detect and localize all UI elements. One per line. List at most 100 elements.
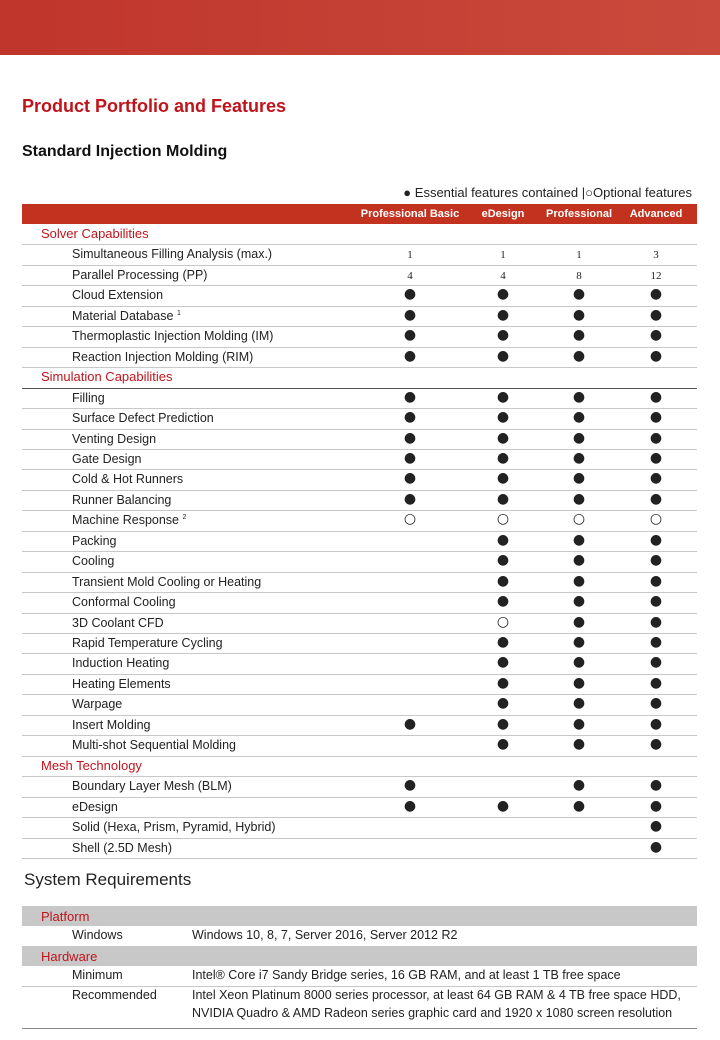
- section-title: Solver Capabilities: [41, 226, 149, 241]
- row-label: Packing: [72, 534, 116, 548]
- feature-symbol: ●: [403, 429, 417, 446]
- row-text: Windows 10, 8, 7, Server 2016, Server 20…: [192, 928, 458, 942]
- feature-symbol: ●: [403, 327, 417, 344]
- feature-symbol: ○: [496, 613, 510, 630]
- label-text: Cooling: [72, 554, 115, 569]
- row-label: Solid (Hexa, Prism, Pyramid, Hybrid): [72, 820, 276, 834]
- section-title: Simulation Capabilities: [41, 369, 173, 385]
- feature-symbol: ●: [496, 306, 510, 323]
- feature-symbol: ●: [649, 715, 663, 732]
- label-text: Warpage: [72, 697, 123, 712]
- rule: [22, 367, 697, 369]
- feature-symbol: ●: [572, 695, 586, 712]
- feature-symbol: ●: [649, 490, 663, 507]
- feature-symbol: ●: [403, 409, 417, 426]
- table-header: Professional Basic eDesign Professional Adv…: [22, 204, 697, 224]
- feature-symbol: ●: [496, 327, 510, 344]
- feature-symbol: ●: [572, 613, 586, 630]
- label-text: Cloud Extension: [72, 288, 164, 303]
- row-label: Simultaneous Filling Analysis (max.): [72, 247, 272, 261]
- rule: [22, 530, 697, 532]
- rule: [22, 714, 697, 716]
- feature-symbol: ●: [496, 347, 510, 364]
- feature-symbol: ●: [649, 429, 663, 446]
- feature-symbol: ●: [572, 531, 586, 548]
- feature-symbol: ●: [496, 736, 510, 753]
- feature-symbol: ●: [649, 613, 663, 630]
- rule: [22, 694, 697, 696]
- feature-symbol: ●: [496, 572, 510, 589]
- row-label: eDesign: [72, 800, 118, 814]
- feature-symbol: ●: [649, 695, 663, 712]
- row-label: Warpage: [72, 697, 122, 711]
- row-label: Minimum: [72, 968, 123, 982]
- label-text: Filling: [72, 390, 105, 405]
- feature-symbol: ●: [496, 449, 510, 466]
- label-text: Insert Molding: [72, 717, 151, 732]
- rule: [22, 817, 697, 819]
- feature-symbol: ●: [496, 797, 510, 814]
- feature-symbol: ●: [572, 286, 586, 303]
- row-label: 3D Coolant CFD: [72, 616, 164, 630]
- rule: [22, 448, 697, 450]
- feature-symbol: ●: [403, 490, 417, 507]
- rule: [22, 571, 697, 573]
- feature-symbol: ●: [572, 449, 586, 466]
- label-text: Heating Elements: [72, 676, 171, 691]
- cell-value: 4: [500, 269, 506, 282]
- row-label: Parallel Processing (PP): [72, 268, 207, 282]
- row-label: Windows: [72, 928, 123, 942]
- feature-symbol: ●: [496, 695, 510, 712]
- rule: [22, 776, 697, 778]
- label-text: Conformal Cooling: [72, 595, 176, 610]
- rule: [22, 469, 697, 471]
- row-label: Cooling: [72, 554, 114, 568]
- rule: [22, 551, 697, 553]
- feature-symbol: ●: [572, 654, 586, 671]
- legend-separator: |: [581, 185, 586, 200]
- rule: [22, 735, 697, 737]
- feature-symbol: ●: [572, 736, 586, 753]
- rule: [22, 244, 697, 246]
- column-header: Professional: [545, 208, 613, 220]
- cell-value: 12: [650, 269, 662, 282]
- feature-symbol: ●: [496, 654, 510, 671]
- feature-symbol: ●: [572, 552, 586, 569]
- feature-symbol: ●: [572, 777, 586, 794]
- feature-symbol: ●: [496, 470, 510, 487]
- feature-symbol: ●: [649, 818, 663, 835]
- section-heading: System Requirements: [24, 870, 192, 889]
- legend-text: Optional features: [592, 185, 692, 200]
- feature-symbol: ●: [572, 327, 586, 344]
- row-label: Rapid Temperature Cycling: [72, 636, 223, 650]
- feature-symbol: ●: [572, 797, 586, 814]
- row-text: Intel Xeon Platinum 8000 series processo…: [192, 988, 681, 1002]
- feature-symbol: ●: [649, 797, 663, 814]
- feature-symbol: ●: [649, 470, 663, 487]
- feature-symbol: ●: [649, 593, 663, 610]
- row-label: Gate Design: [72, 452, 141, 466]
- row-label: Thermoplastic Injection Molding (IM): [72, 329, 273, 343]
- rule: [22, 653, 697, 655]
- legend-symbol: ○: [585, 185, 593, 200]
- feature-symbol: ●: [649, 674, 663, 691]
- feature-symbol: ●: [403, 449, 417, 466]
- rule: [22, 986, 697, 987]
- feature-symbol: ●: [572, 593, 586, 610]
- row-label: Recommended: [72, 988, 157, 1002]
- label-text: Surface Defect Prediction: [72, 411, 214, 426]
- legend: ● Essential features contained |○Optiona…: [403, 185, 692, 200]
- rule: [22, 489, 697, 491]
- label-text: Boundary Layer Mesh (BLM): [72, 779, 232, 794]
- rule: [22, 1028, 697, 1029]
- feature-symbol: ●: [403, 347, 417, 364]
- rule: [22, 633, 697, 634]
- rule: [22, 387, 697, 389]
- feature-symbol: ●: [649, 777, 663, 794]
- feature-symbol: ●: [572, 347, 586, 364]
- row-label: Cold & Hot Runners: [72, 472, 183, 486]
- feature-symbol: ●: [649, 838, 663, 855]
- feature-symbol: ●: [649, 327, 663, 344]
- feature-symbol: ●: [649, 409, 663, 426]
